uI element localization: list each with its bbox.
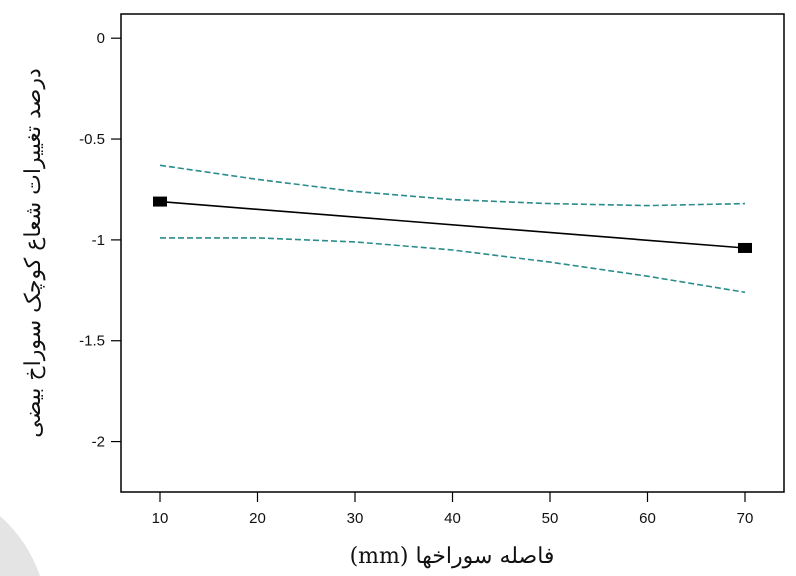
fit-point-marker bbox=[738, 242, 752, 253]
y-tick-label: 0 bbox=[97, 30, 105, 47]
y-tick-label: -1 bbox=[92, 232, 105, 249]
lower-confidence-line bbox=[160, 237, 746, 294]
x-tick-label: 50 bbox=[542, 510, 559, 527]
x-axis-title: فاصله سوراخها (mm) bbox=[350, 544, 555, 569]
fit-point-marker bbox=[153, 196, 167, 207]
x-axis-ticks: 10 20 30 40 50 60 70 bbox=[152, 492, 754, 527]
series-layer bbox=[153, 164, 752, 294]
y-axis-title: درصد تغییرات شعاع کوچک سوراخ بیضی bbox=[21, 68, 46, 438]
y-tick-label: -2 bbox=[92, 434, 105, 451]
x-tick-label: 70 bbox=[737, 510, 754, 527]
x-tick-label: 20 bbox=[249, 510, 266, 527]
fit-line bbox=[159, 200, 746, 249]
y-axis-ticks: 0 -0.5 -1 -1.5 -2 bbox=[79, 30, 121, 451]
y-tick-label: -1.5 bbox=[79, 333, 105, 350]
plot-area bbox=[120, 13, 785, 493]
x-tick-label: 60 bbox=[639, 510, 656, 527]
upper-confidence-line bbox=[159, 164, 746, 207]
y-tick-label: -0.5 bbox=[79, 131, 105, 148]
x-tick-label: 30 bbox=[347, 510, 364, 527]
corner-decoration bbox=[0, 516, 40, 576]
x-tick-label: 40 bbox=[444, 510, 461, 527]
x-tick-label: 10 bbox=[152, 510, 169, 527]
